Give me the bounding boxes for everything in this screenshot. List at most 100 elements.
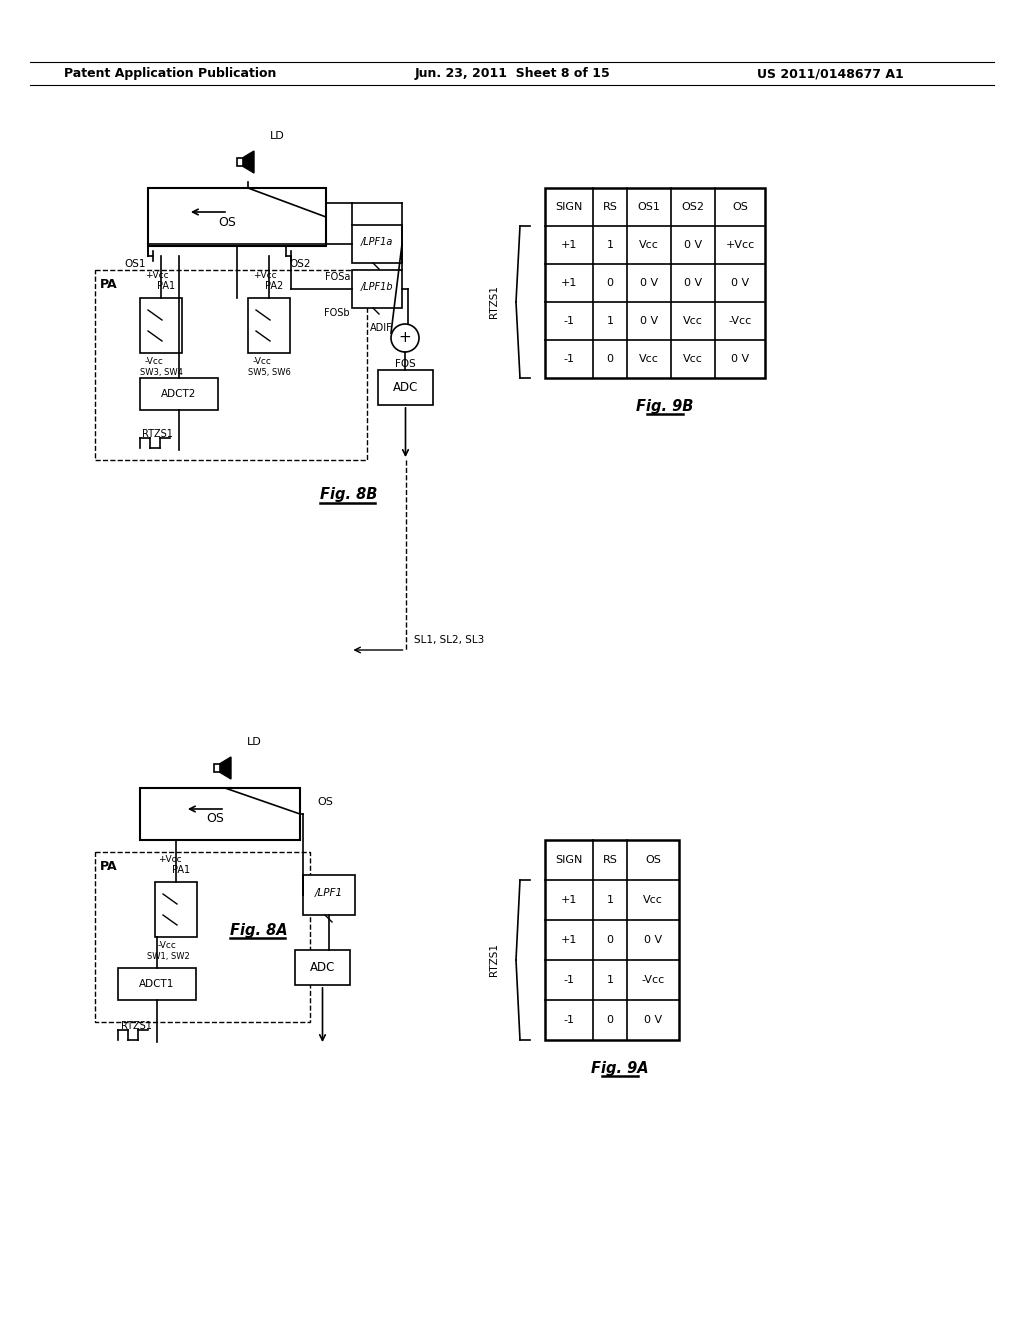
- Text: 0 V: 0 V: [684, 279, 702, 288]
- Text: -Vcc: -Vcc: [253, 356, 272, 366]
- Text: OS: OS: [206, 813, 224, 825]
- Text: FOSb: FOSb: [325, 308, 350, 318]
- Text: OS: OS: [645, 855, 660, 865]
- Text: Patent Application Publication: Patent Application Publication: [63, 67, 276, 81]
- Bar: [248, 298, 290, 352]
- Bar: [378, 370, 433, 405]
- Polygon shape: [220, 756, 231, 779]
- Bar: [140, 378, 218, 411]
- Text: LD: LD: [270, 131, 285, 141]
- Text: SIGN: SIGN: [555, 855, 583, 865]
- Text: 0: 0: [606, 279, 613, 288]
- Text: RTZS1: RTZS1: [142, 429, 173, 440]
- Text: +Vcc: +Vcc: [158, 855, 181, 865]
- Text: RTZS1: RTZS1: [489, 285, 499, 318]
- Text: RTZS1: RTZS1: [121, 1020, 152, 1031]
- Text: 0 V: 0 V: [640, 279, 658, 288]
- Text: PA1: PA1: [157, 281, 175, 290]
- Text: ADCT2: ADCT2: [162, 389, 197, 399]
- Text: LD: LD: [247, 737, 262, 747]
- Text: OS1: OS1: [125, 259, 146, 269]
- Bar: [118, 968, 196, 1001]
- Text: -Vcc: -Vcc: [641, 975, 665, 985]
- Text: 0 V: 0 V: [731, 354, 750, 364]
- Text: OS: OS: [218, 216, 236, 230]
- Text: -1: -1: [563, 1015, 574, 1026]
- Text: FOSa: FOSa: [325, 272, 350, 282]
- Text: Vcc: Vcc: [639, 240, 658, 249]
- Text: 0 V: 0 V: [684, 240, 702, 249]
- Text: PA1: PA1: [172, 865, 190, 875]
- Text: 0 V: 0 V: [640, 315, 658, 326]
- Text: 1: 1: [606, 315, 613, 326]
- Text: SW3, SW4: SW3, SW4: [140, 368, 183, 378]
- Bar: [237, 158, 243, 165]
- Text: Jun. 23, 2011  Sheet 8 of 15: Jun. 23, 2011 Sheet 8 of 15: [414, 67, 610, 81]
- Text: -Vcc: -Vcc: [728, 315, 752, 326]
- Text: 1: 1: [606, 240, 613, 249]
- Text: Vcc: Vcc: [683, 315, 702, 326]
- Text: OS2: OS2: [682, 202, 705, 213]
- Text: Vcc: Vcc: [639, 354, 658, 364]
- Text: 0 V: 0 V: [644, 1015, 663, 1026]
- Text: ADCT1: ADCT1: [139, 979, 175, 989]
- Text: +Vcc: +Vcc: [253, 272, 276, 281]
- Bar: [303, 875, 355, 915]
- Text: +1: +1: [561, 240, 578, 249]
- Text: OS: OS: [317, 797, 333, 807]
- Text: -1: -1: [563, 315, 574, 326]
- Text: ADC: ADC: [393, 381, 418, 393]
- Text: SL1, SL2, SL3: SL1, SL2, SL3: [414, 635, 483, 645]
- Text: Vcc: Vcc: [643, 895, 663, 906]
- Text: 0: 0: [606, 1015, 613, 1026]
- Text: Fig. 8B: Fig. 8B: [319, 487, 378, 503]
- Text: ADIF: ADIF: [371, 323, 393, 333]
- Text: SW5, SW6: SW5, SW6: [248, 368, 291, 378]
- Bar: [155, 882, 197, 937]
- Text: +: +: [398, 330, 412, 346]
- Text: 0: 0: [606, 935, 613, 945]
- Text: Vcc: Vcc: [683, 354, 702, 364]
- Text: 0 V: 0 V: [731, 279, 750, 288]
- Bar: [545, 187, 765, 378]
- Text: /LPF1a: /LPF1a: [360, 238, 393, 247]
- Bar: [545, 840, 679, 1040]
- Text: 1: 1: [606, 895, 613, 906]
- Bar: [95, 851, 310, 1022]
- Text: 1: 1: [606, 975, 613, 985]
- Bar: [214, 764, 220, 772]
- Text: +Vcc: +Vcc: [725, 240, 755, 249]
- Text: PA2: PA2: [265, 281, 283, 290]
- Text: Fig. 9A: Fig. 9A: [591, 1060, 649, 1076]
- Text: RS: RS: [602, 202, 617, 213]
- Text: Fig. 8A: Fig. 8A: [230, 923, 288, 937]
- Text: OS1: OS1: [638, 202, 660, 213]
- Text: FOS: FOS: [394, 359, 416, 370]
- Text: US 2011/0148677 A1: US 2011/0148677 A1: [757, 67, 903, 81]
- Text: PA: PA: [100, 277, 118, 290]
- Text: OS: OS: [732, 202, 748, 213]
- Bar: [148, 187, 326, 246]
- Text: SW1, SW2: SW1, SW2: [147, 953, 189, 961]
- Text: +1: +1: [561, 935, 578, 945]
- Bar: [140, 788, 300, 840]
- Text: -Vcc: -Vcc: [158, 940, 177, 949]
- Polygon shape: [243, 150, 254, 173]
- Bar: [140, 298, 182, 352]
- Text: /LPF1: /LPF1: [315, 888, 343, 898]
- Text: ADC: ADC: [310, 961, 335, 974]
- Text: -Vcc: -Vcc: [145, 356, 164, 366]
- Text: -1: -1: [563, 975, 574, 985]
- Text: RTZS1: RTZS1: [489, 944, 499, 977]
- Text: -1: -1: [563, 354, 574, 364]
- Bar: [295, 950, 350, 985]
- Text: 0: 0: [606, 354, 613, 364]
- Text: Fig. 9B: Fig. 9B: [636, 399, 693, 413]
- Bar: [95, 271, 367, 459]
- Bar: [352, 224, 402, 263]
- Text: RS: RS: [602, 855, 617, 865]
- Text: 0 V: 0 V: [644, 935, 663, 945]
- Text: +1: +1: [561, 279, 578, 288]
- Text: +1: +1: [561, 895, 578, 906]
- Text: +Vcc: +Vcc: [145, 272, 169, 281]
